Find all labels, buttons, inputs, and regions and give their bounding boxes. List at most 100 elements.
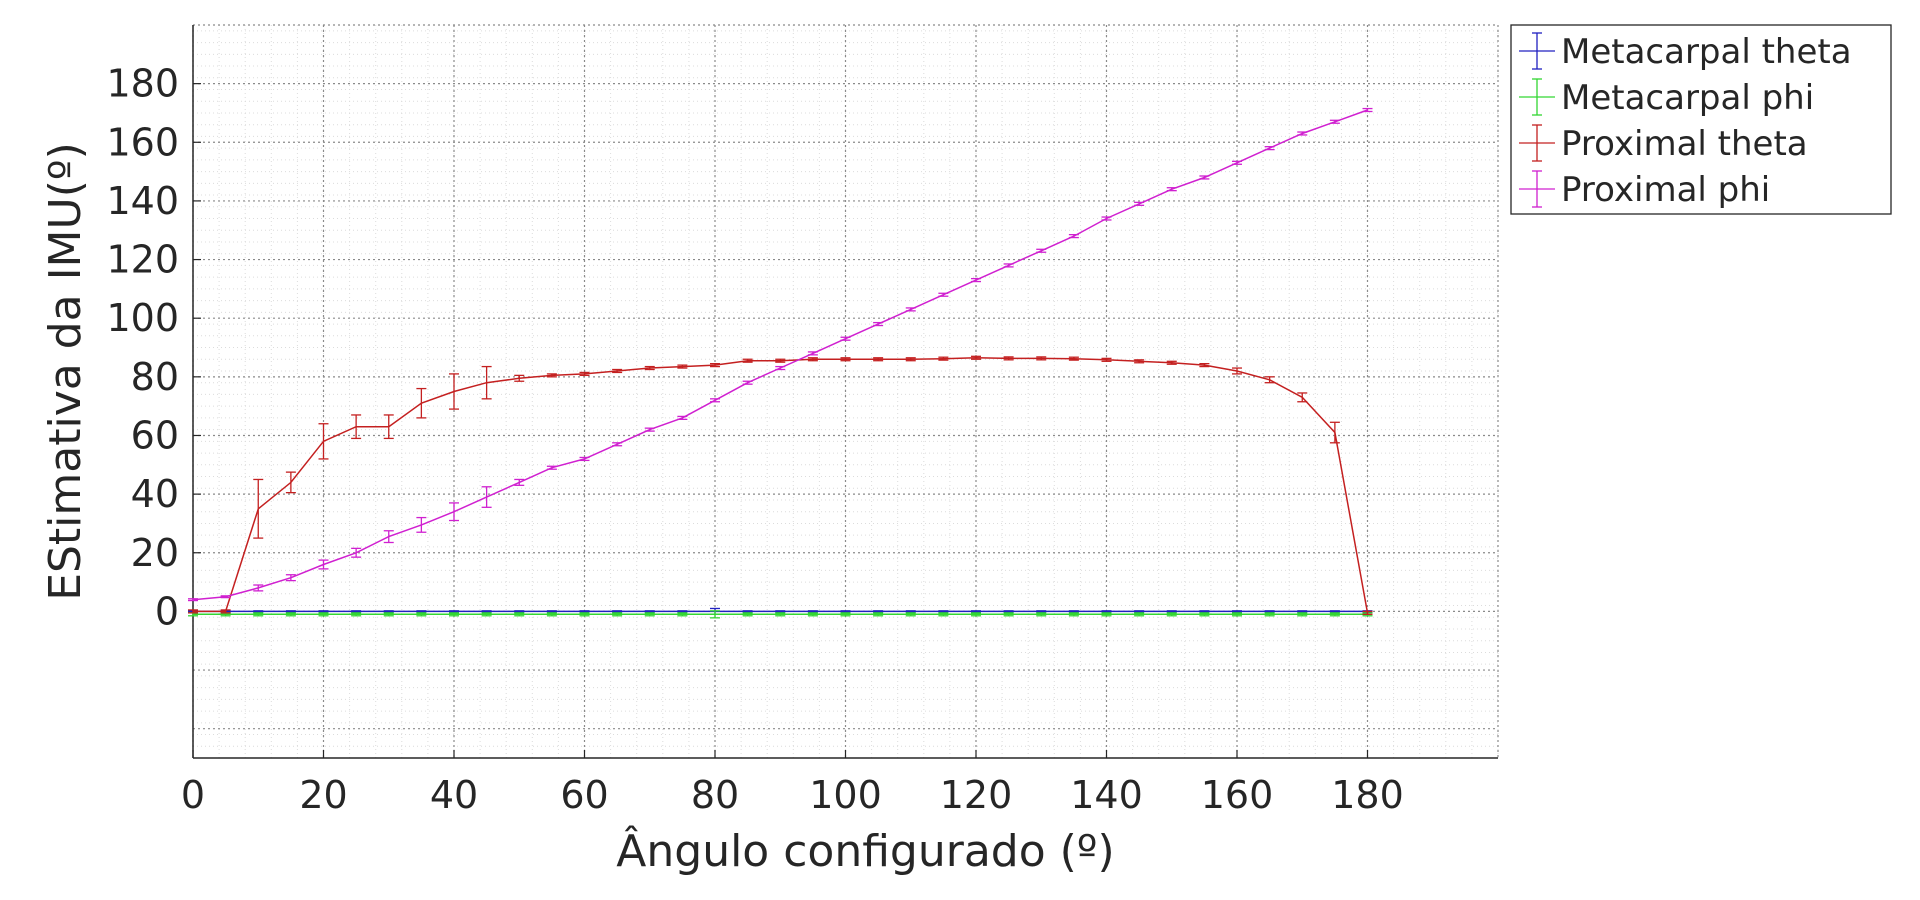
error-bar xyxy=(938,612,949,617)
error-bar xyxy=(1134,201,1145,206)
x-tick-label: 120 xyxy=(940,773,1013,817)
error-bar xyxy=(1036,610,1047,613)
error-bar xyxy=(1297,612,1308,617)
error-bar xyxy=(840,357,851,362)
error-bar xyxy=(807,357,818,362)
error-bar xyxy=(612,442,623,447)
error-bar xyxy=(285,610,296,613)
error-bar xyxy=(318,559,329,570)
error-bar xyxy=(1101,357,1112,362)
error-bar xyxy=(383,610,394,613)
series-proximal-phi xyxy=(188,107,1373,602)
error-bar xyxy=(840,612,851,617)
error-bar xyxy=(840,336,851,341)
error-bar xyxy=(1068,610,1079,613)
error-bar xyxy=(481,365,492,400)
x-tick-label: 180 xyxy=(1331,773,1404,817)
y-tick-label: 0 xyxy=(155,589,179,633)
error-bar xyxy=(1264,146,1275,151)
error-bar xyxy=(1199,175,1210,180)
error-bar xyxy=(318,610,329,613)
error-bar xyxy=(938,356,949,361)
error-bar xyxy=(1134,610,1145,613)
error-bar xyxy=(1134,612,1145,617)
legend-item: Proximal phi xyxy=(1519,170,1770,210)
axis-ticks: 0 20 40 60 80 100 120 140 160 180 0 20 40 60 80 100 120 1… xyxy=(106,62,1403,817)
error-bar xyxy=(1166,360,1177,365)
x-tick-label: 0 xyxy=(181,773,205,817)
error-bar xyxy=(383,530,394,544)
error-bar xyxy=(449,373,459,410)
error-bar xyxy=(1329,119,1340,124)
error-bar xyxy=(579,610,590,613)
error-bar xyxy=(1297,610,1308,613)
error-bar xyxy=(1068,356,1079,361)
error-bar xyxy=(449,612,459,617)
x-tick-label: 140 xyxy=(1070,773,1143,817)
error-bar xyxy=(1232,612,1242,617)
error-bar xyxy=(449,610,459,613)
error-bar xyxy=(285,471,296,494)
error-bar xyxy=(971,612,981,617)
error-bar xyxy=(383,414,394,440)
x-tick-label: 60 xyxy=(560,773,608,817)
error-bar xyxy=(742,358,753,363)
y-tick-label: 20 xyxy=(131,531,179,575)
x-tick-label: 40 xyxy=(430,773,478,817)
error-bar xyxy=(905,612,916,617)
error-bar xyxy=(775,365,786,371)
error-bar xyxy=(742,380,753,385)
error-bar xyxy=(1329,612,1340,617)
error-bar xyxy=(188,598,198,602)
error-bar xyxy=(579,371,590,377)
y-axis-title: EStimativa da IMU(º) xyxy=(40,142,91,601)
error-bar xyxy=(514,478,525,486)
error-bar xyxy=(285,574,296,582)
error-bar xyxy=(546,373,557,378)
error-bar xyxy=(612,368,623,374)
error-bar xyxy=(644,610,655,613)
error-bar xyxy=(775,358,786,363)
error-bar xyxy=(1264,610,1275,613)
y-tick-label: 60 xyxy=(131,413,179,457)
error-bar xyxy=(1232,160,1242,165)
error-bar xyxy=(351,610,362,613)
error-bar xyxy=(775,610,786,613)
legend-item: Metacarpal theta xyxy=(1519,32,1852,72)
error-bar xyxy=(1199,610,1210,613)
x-tick-label: 80 xyxy=(691,773,739,817)
legend-item: Metacarpal phi xyxy=(1519,78,1814,118)
error-bar xyxy=(873,321,884,327)
error-bar xyxy=(1232,367,1242,375)
error-bar xyxy=(1068,233,1079,239)
error-bar xyxy=(1003,610,1014,613)
legend-label: Proximal theta xyxy=(1561,124,1808,164)
error-bar xyxy=(775,612,786,617)
series-line xyxy=(193,357,1369,614)
error-bar xyxy=(873,612,884,617)
error-bar xyxy=(351,612,362,617)
series-proximal-theta xyxy=(188,355,1373,615)
error-bar xyxy=(873,610,884,613)
error-bar xyxy=(546,465,557,470)
error-bar xyxy=(481,612,492,617)
error-bar xyxy=(710,610,720,619)
error-bar xyxy=(481,610,492,613)
y-tick-label: 180 xyxy=(106,62,179,106)
error-bar xyxy=(742,612,753,617)
error-bar xyxy=(1036,612,1047,617)
error-bar xyxy=(644,427,655,432)
error-bar xyxy=(579,612,590,617)
error-bar xyxy=(677,415,688,421)
error-bar xyxy=(677,612,688,617)
error-bar xyxy=(873,357,884,362)
error-bar xyxy=(677,364,688,369)
error-bar xyxy=(1101,216,1112,221)
error-bar xyxy=(579,456,590,462)
error-bar xyxy=(971,355,981,360)
error-bar xyxy=(938,610,949,613)
error-bar xyxy=(285,612,296,617)
error-bar xyxy=(416,387,427,419)
series-layer xyxy=(188,107,1373,619)
